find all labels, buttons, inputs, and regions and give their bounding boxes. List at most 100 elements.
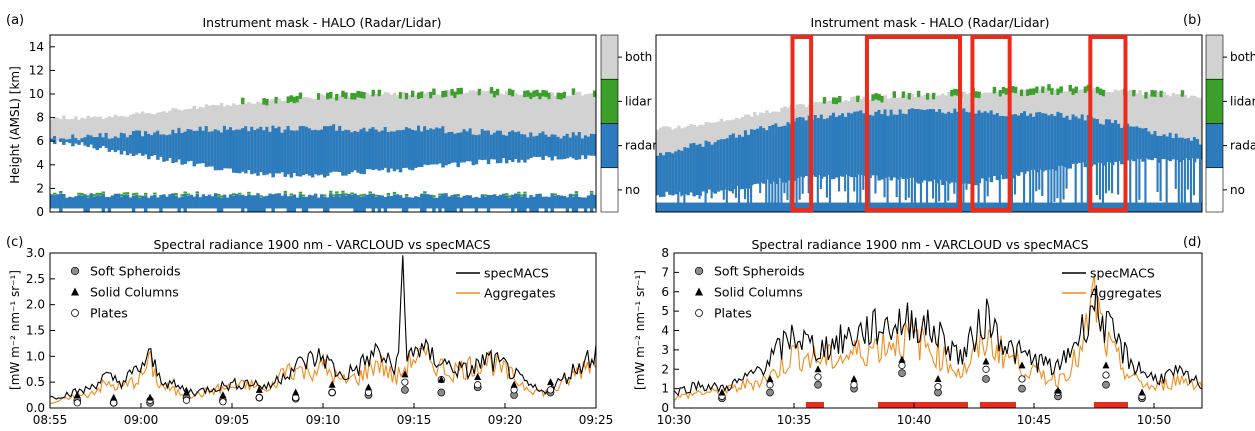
mask-radar-cell [1107,119,1112,163]
mask-radar-cell [492,132,497,160]
mask-radar-cell [125,194,130,209]
mask-radar-cell [511,130,515,162]
mask-radar-cell [1174,133,1179,161]
mask-both-cell [92,116,96,149]
mask-radar-cell [695,144,699,196]
mask-radar-cell [1038,111,1042,170]
mask-radar-cell [98,133,102,148]
mask-radar-cell [1117,161,1120,195]
mask-radar-cell [925,109,930,182]
panel-a-title: Instrument mask - HALO (Radar/Lidar) [202,15,441,30]
mask-lidar-cell [535,89,539,97]
mask-radar-cell [892,114,897,178]
mask-radar-cell [759,126,763,183]
mask-lidar-cell [404,193,409,196]
mask-radar-cell [871,202,875,212]
mask-lidar-cell [289,193,294,196]
panel-c-legend-label: Solid Columns [90,285,179,300]
mask-radar-cell [1101,202,1106,212]
mask-radar-cell [80,195,84,209]
panel-d-solid-column-point [1138,388,1146,396]
mask-radar-cell [550,134,554,161]
mask-radar-cell [953,108,957,183]
mask-lidar-cell [341,90,345,98]
mask-radar-cell [819,114,824,179]
mask-radar-cell [1192,137,1197,163]
mask-radar-cell [128,134,133,154]
mask-radar-cell [1189,140,1194,159]
mask-radar-cell [110,138,115,150]
mask-radar-cell [232,130,236,173]
mask-radar-cell [462,195,466,209]
mask-lidar-cell [289,95,294,102]
mask-radar-cell [107,138,112,152]
mask-lidar-cell [574,191,579,194]
mask-radar-cell [728,202,733,212]
mask-lidar-cell [1010,86,1015,93]
panel-d-solid-column-point [850,374,858,382]
mask-radar-cell [965,202,969,212]
mask-radar-cell [947,111,951,184]
mask-radar-cell [189,194,193,209]
mask-lidar-cell [456,88,460,95]
mask-radar-cell [426,129,430,166]
mask-lidar-cell [874,93,878,100]
mask-lidar-cell [1047,84,1051,91]
panel-c-xtick-label: 09:20 [488,413,523,427]
mask-lidar-cell [183,191,187,194]
mask-radar-cell [453,133,457,163]
mask-radar-cell [656,155,660,196]
mask-lidar-cell [134,192,139,195]
mask-lidar-cell [92,194,96,197]
mask-lidar-cell [1059,86,1063,93]
panel-c-plate-point [73,399,81,407]
mask-radar-cell [662,155,666,197]
mask-radar-cell [813,202,818,212]
mask-radar-cell [1111,122,1115,166]
mask-lidar-cell [974,91,978,98]
mask-both-cell [559,96,564,160]
mask-both-cell [586,93,591,156]
mask-radar-cell [701,202,705,212]
mask-lidar-cell [916,90,921,98]
mask-radar-cell [329,125,333,173]
mask-lidar-cell [59,191,63,193]
mask-radar-cell [968,202,972,212]
mask-radar-cell [380,195,385,209]
mask-lidar-cell [420,91,424,99]
mask-both-cell [420,94,424,167]
mask-radar-cell [53,195,57,209]
mask-radar-cell [1104,202,1109,212]
mask-radar-cell [323,196,327,212]
mask-radar-cell [677,202,681,212]
mask-radar-cell [177,127,181,160]
mask-radar-cell [722,139,727,190]
mask-radar-cell [207,194,212,209]
mask-radar-cell [1059,113,1063,166]
mask-radar-cell [1023,111,1027,174]
mask-lidar-cell [359,194,363,197]
mask-radar-cell [992,202,997,212]
mask-radar-cell [1165,160,1168,208]
mask-both-cell [574,91,579,160]
mask-lidar-cell [350,92,354,100]
mask-radar-cell [929,108,933,182]
mask-radar-cell [868,202,872,212]
mask-radar-cell [774,123,778,184]
mask-radar-cell [116,193,121,209]
mask-radar-cell [429,194,433,209]
mask-radar-cell [798,176,801,200]
mask-radar-cell [786,122,790,181]
mask-radar-cell [204,126,209,167]
mask-radar-cell [410,129,415,171]
mask-both-cell [511,92,515,162]
mask-radar-cell [535,135,539,158]
mask-both-cell [141,111,145,156]
mask-lidar-cell [98,192,102,195]
panel-d-title: Spectral radiance 1900 nm - VARCLOUD vs … [751,237,1088,252]
mask-radar-cell [1083,202,1088,212]
mask-radar-cell [207,131,212,167]
mask-radar-cell [198,126,203,164]
mask-radar-cell [265,195,269,209]
mask-radar-cell [271,125,275,178]
